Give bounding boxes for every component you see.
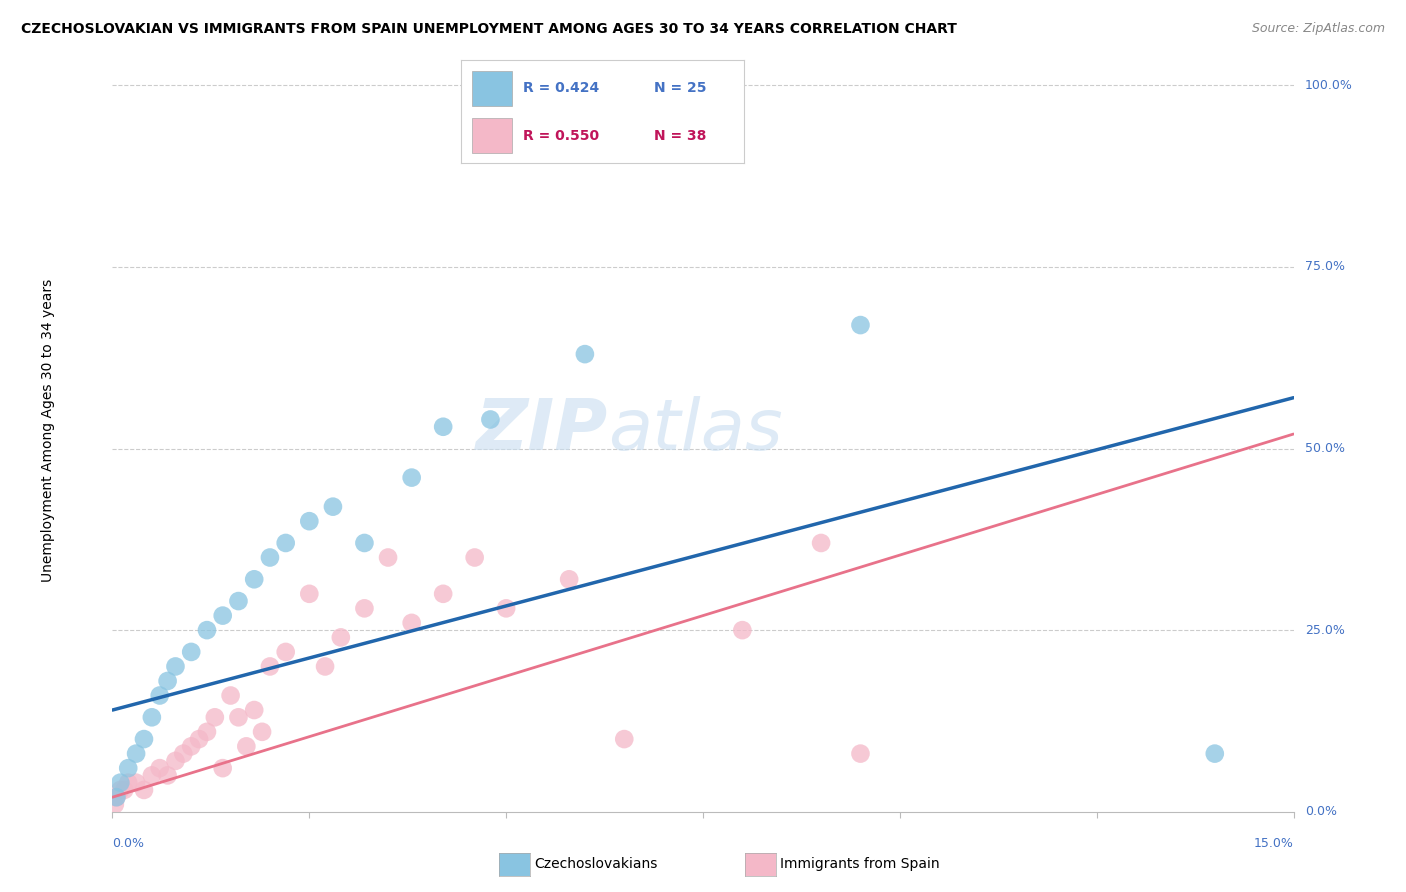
Point — [243, 703, 266, 717]
Point — [353, 536, 375, 550]
Point — [149, 761, 172, 775]
Text: 25.0%: 25.0% — [1305, 624, 1344, 637]
Point — [849, 318, 872, 332]
Point — [165, 754, 187, 768]
Point — [188, 732, 211, 747]
Point — [464, 550, 486, 565]
Point — [377, 550, 399, 565]
Point — [731, 623, 754, 637]
Point — [132, 783, 155, 797]
Point — [228, 710, 250, 724]
Text: 0.0%: 0.0% — [1305, 805, 1337, 818]
Point — [314, 659, 336, 673]
Point — [574, 347, 596, 361]
Point — [105, 790, 128, 805]
Point — [180, 739, 202, 754]
Point — [479, 412, 502, 426]
Point — [432, 587, 454, 601]
Point — [329, 631, 352, 645]
Text: 75.0%: 75.0% — [1305, 260, 1344, 274]
Point — [117, 775, 139, 789]
Text: Czechoslovakians: Czechoslovakians — [534, 857, 658, 871]
Point — [228, 594, 250, 608]
Point — [495, 601, 517, 615]
Point — [141, 768, 163, 782]
Point — [195, 724, 218, 739]
Text: Source: ZipAtlas.com: Source: ZipAtlas.com — [1251, 22, 1385, 36]
Point — [110, 783, 132, 797]
Point — [613, 732, 636, 747]
Text: Immigrants from Spain: Immigrants from Spain — [780, 857, 941, 871]
Point — [117, 761, 139, 775]
Text: atlas: atlas — [609, 396, 783, 465]
Point — [298, 587, 321, 601]
Point — [401, 615, 423, 630]
Point — [180, 645, 202, 659]
Point — [149, 689, 172, 703]
Point — [353, 601, 375, 615]
Point — [110, 775, 132, 789]
Point — [298, 514, 321, 528]
Point — [125, 747, 148, 761]
Point — [849, 747, 872, 761]
Point — [250, 724, 273, 739]
Point — [558, 572, 581, 586]
Point — [211, 761, 233, 775]
Point — [235, 739, 257, 754]
Text: 0.0%: 0.0% — [112, 837, 145, 850]
Point — [322, 500, 344, 514]
Point — [105, 790, 128, 805]
Text: 50.0%: 50.0% — [1305, 442, 1344, 455]
Point — [156, 673, 179, 688]
Point — [432, 419, 454, 434]
Point — [195, 623, 218, 637]
Point — [401, 470, 423, 484]
Point — [274, 645, 297, 659]
Point — [104, 797, 127, 812]
Point — [141, 710, 163, 724]
Text: 100.0%: 100.0% — [1305, 78, 1353, 92]
Point — [1204, 747, 1226, 761]
Point — [211, 608, 233, 623]
Point — [172, 747, 194, 761]
Point — [156, 768, 179, 782]
Point — [259, 659, 281, 673]
Point — [810, 536, 832, 550]
Text: Unemployment Among Ages 30 to 34 years: Unemployment Among Ages 30 to 34 years — [41, 279, 55, 582]
Point — [165, 659, 187, 673]
Text: CZECHOSLOVAKIAN VS IMMIGRANTS FROM SPAIN UNEMPLOYMENT AMONG AGES 30 TO 34 YEARS : CZECHOSLOVAKIAN VS IMMIGRANTS FROM SPAIN… — [21, 22, 957, 37]
Point — [274, 536, 297, 550]
Point — [259, 550, 281, 565]
Point — [219, 689, 242, 703]
Point — [204, 710, 226, 724]
Point — [125, 775, 148, 789]
Point — [132, 732, 155, 747]
Text: 15.0%: 15.0% — [1254, 837, 1294, 850]
Point — [112, 783, 135, 797]
Text: ZIP: ZIP — [477, 396, 609, 465]
Point — [243, 572, 266, 586]
